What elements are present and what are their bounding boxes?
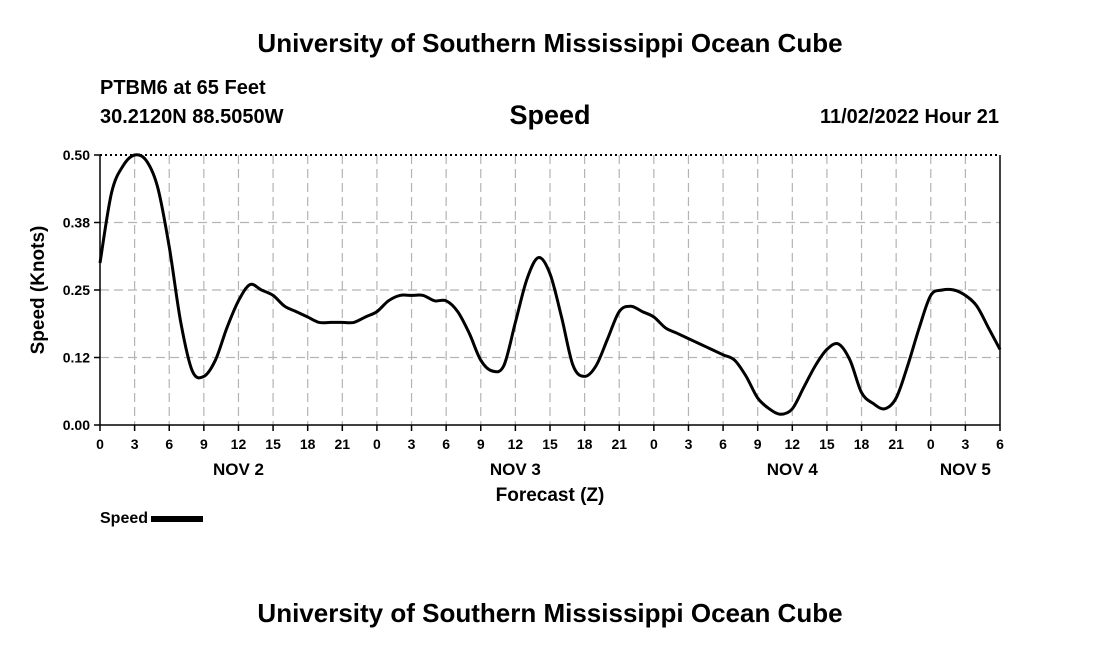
y-axis-title: Speed (Knots) [28, 226, 49, 355]
x-tick-label: 0 [650, 436, 658, 452]
legend-swatch [151, 516, 204, 522]
x-tick-label: 12 [785, 436, 801, 452]
x-tick-label: 15 [265, 436, 281, 452]
forecast-datetime: 11/02/2022 Hour 21 [819, 106, 999, 128]
x-tick-label: 15 [819, 436, 835, 452]
day-label: NOV 5 [940, 460, 991, 479]
axis-labels: 0 3 6 9 12 15 18 21 0 3 6 9 12 15 18 21 0 3 6 9 12 15 18 21 0 3 6 0… [28, 147, 1004, 506]
y-tick-label: 0.25 [63, 282, 90, 298]
grid-lines [100, 155, 1000, 425]
x-tick-label: 3 [131, 436, 139, 452]
legend: Speed [100, 510, 204, 528]
x-tick-label: 3 [408, 436, 416, 452]
axes [94, 154, 1001, 431]
x-tick-label: 12 [508, 436, 524, 452]
coordinates-label: 30.2120N 88.5050W [100, 106, 284, 128]
day-label: NOV 2 [213, 460, 264, 479]
x-tick-label: 6 [719, 436, 727, 452]
parameter-title: Speed [509, 100, 591, 130]
day-label: NOV 4 [767, 460, 819, 479]
x-tick-label: 3 [685, 436, 693, 452]
x-tick-label: 15 [542, 436, 558, 452]
x-tick-label: 6 [442, 436, 450, 452]
x-tick-label: 9 [477, 436, 485, 452]
x-tick-label: 3 [961, 436, 969, 452]
y-tick-label: 0.00 [63, 417, 90, 433]
x-tick-label: 9 [754, 436, 762, 452]
speed-series-line [98, 153, 1002, 416]
station-label: PTBM6 at 65 Feet [100, 77, 266, 99]
x-tick-label: 18 [577, 436, 593, 452]
x-tick-label: 21 [888, 436, 904, 452]
x-axis-title: Forecast (Z) [496, 485, 605, 506]
x-tick-label: 21 [611, 436, 627, 452]
footer-title: University of Southern Mississippi Ocean… [257, 598, 843, 628]
x-tick-label: 9 [200, 436, 208, 452]
day-label: NOV 3 [490, 460, 541, 479]
legend-label: Speed [100, 510, 149, 527]
y-tick-label: 0.50 [63, 147, 90, 163]
x-tick-label: 18 [854, 436, 870, 452]
x-tick-label: 12 [231, 436, 247, 452]
y-tick-label: 0.12 [63, 350, 90, 366]
x-tick-label: 6 [165, 436, 173, 452]
chart-title: University of Southern Mississippi Ocean… [257, 28, 843, 58]
x-tick-label: 18 [300, 436, 316, 452]
x-tick-label: 0 [927, 436, 935, 452]
x-tick-label: 6 [996, 436, 1004, 452]
x-tick-label: 0 [96, 436, 104, 452]
y-tick-label: 0.38 [63, 215, 90, 231]
x-tick-label: 21 [335, 436, 351, 452]
x-tick-label: 0 [373, 436, 381, 452]
